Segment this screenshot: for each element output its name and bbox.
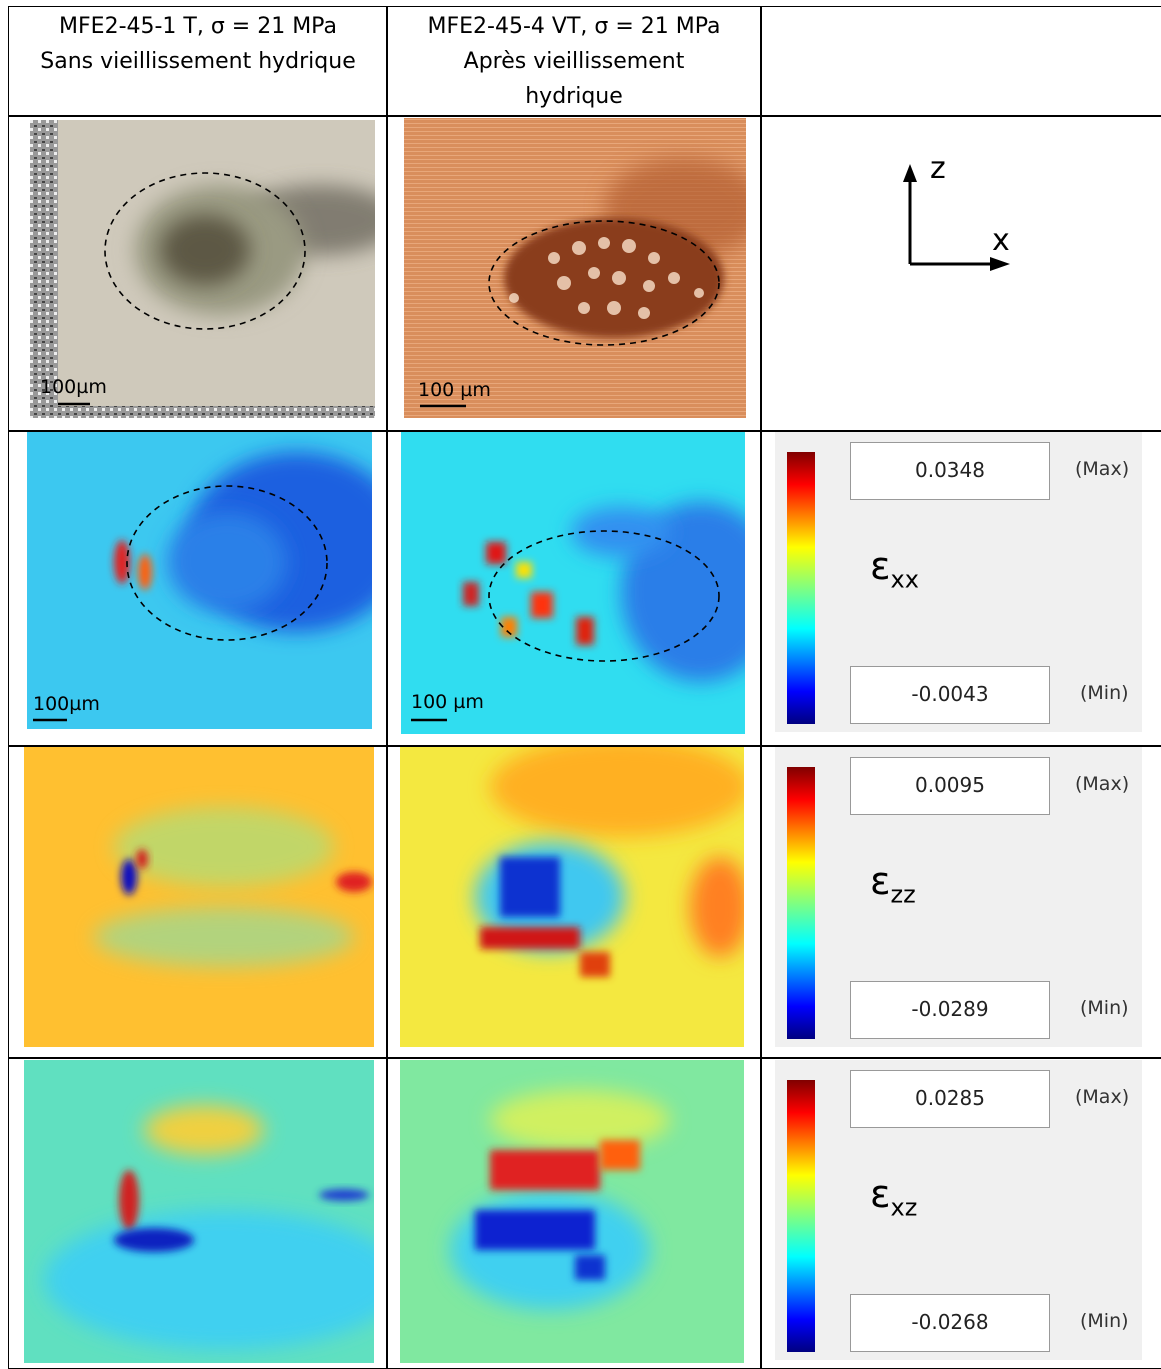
strain-symbol: εzz bbox=[870, 859, 916, 909]
strain-map bbox=[24, 1060, 374, 1363]
colorbar-panel: 0.0348 -0.0043 (Max) (Min) εxx bbox=[775, 432, 1142, 732]
symbol: ε bbox=[870, 859, 891, 903]
min-value: -0.0289 bbox=[850, 981, 1050, 1039]
min-value: -0.0043 bbox=[850, 666, 1050, 724]
table-cell bbox=[760, 745, 1161, 1059]
colorbar bbox=[787, 452, 815, 724]
table-cell bbox=[8, 115, 388, 432]
strain-map bbox=[400, 1060, 744, 1363]
axes-icon: z x bbox=[903, 151, 1010, 271]
axis-label: x bbox=[992, 223, 1010, 258]
colorbar bbox=[787, 767, 815, 1039]
table-cell bbox=[8, 430, 388, 747]
max-label: (Max) bbox=[1075, 458, 1130, 480]
min-value: -0.0268 bbox=[850, 1294, 1050, 1352]
table-cell bbox=[386, 115, 762, 432]
table-cell bbox=[760, 115, 1161, 432]
header-text: Sans vieillissement hydrique bbox=[40, 49, 356, 74]
strain-symbol: εxx bbox=[870, 544, 919, 594]
header-text: Après vieillissement hydrique bbox=[463, 49, 685, 109]
subscript: xx bbox=[890, 565, 919, 594]
subscript: zz bbox=[890, 880, 916, 909]
colorbar-panel: 0.0285 -0.0268 (Max) (Min) εxz bbox=[775, 1060, 1142, 1360]
table-cell bbox=[760, 430, 1161, 747]
max-value: 0.0285 bbox=[850, 1070, 1050, 1128]
header-text: MFE2-45-4 VT, σ = 21 MPa bbox=[427, 14, 721, 39]
symbol: ε bbox=[870, 544, 891, 588]
strain-map: 100 µm bbox=[401, 432, 745, 734]
colorbar bbox=[787, 1080, 815, 1352]
strain-map bbox=[400, 747, 744, 1047]
subscript: xz bbox=[890, 1193, 918, 1222]
scale-bar-label: 100µm bbox=[40, 376, 107, 398]
symbol: ε bbox=[870, 1172, 891, 1216]
max-value: 0.0095 bbox=[850, 757, 1050, 815]
micrograph: 100µm bbox=[30, 120, 375, 418]
max-label: (Max) bbox=[1075, 773, 1130, 795]
table-cell bbox=[8, 745, 388, 1059]
header-text: MFE2-45-1 T, σ = 21 MPa bbox=[59, 14, 337, 39]
min-label: (Min) bbox=[1080, 997, 1129, 1019]
scale-bar-label: 100 µm bbox=[411, 691, 484, 713]
scale-bar-label: 100 µm bbox=[418, 379, 491, 401]
min-label: (Min) bbox=[1080, 682, 1129, 704]
scale-bar-label: 100µm bbox=[33, 693, 100, 715]
header-cell: MFE2-45-4 VT, σ = 21 MPa Après vieilliss… bbox=[386, 6, 762, 117]
strain-symbol: εxz bbox=[870, 1172, 917, 1222]
min-label: (Min) bbox=[1080, 1310, 1129, 1332]
max-value: 0.0348 bbox=[850, 442, 1050, 500]
micrograph: 100 µm bbox=[404, 118, 746, 418]
strain-map bbox=[24, 747, 374, 1047]
header-cell: MFE2-45-1 T, σ = 21 MPa Sans vieillissem… bbox=[8, 6, 388, 117]
table-cell bbox=[386, 745, 762, 1059]
colorbar-panel: 0.0095 -0.0289 (Max) (Min) εzz bbox=[775, 747, 1142, 1047]
max-label: (Max) bbox=[1075, 1086, 1130, 1108]
strain-map: 100µm bbox=[27, 432, 372, 729]
axis-label: z bbox=[930, 151, 946, 186]
header-cell bbox=[760, 6, 1161, 117]
